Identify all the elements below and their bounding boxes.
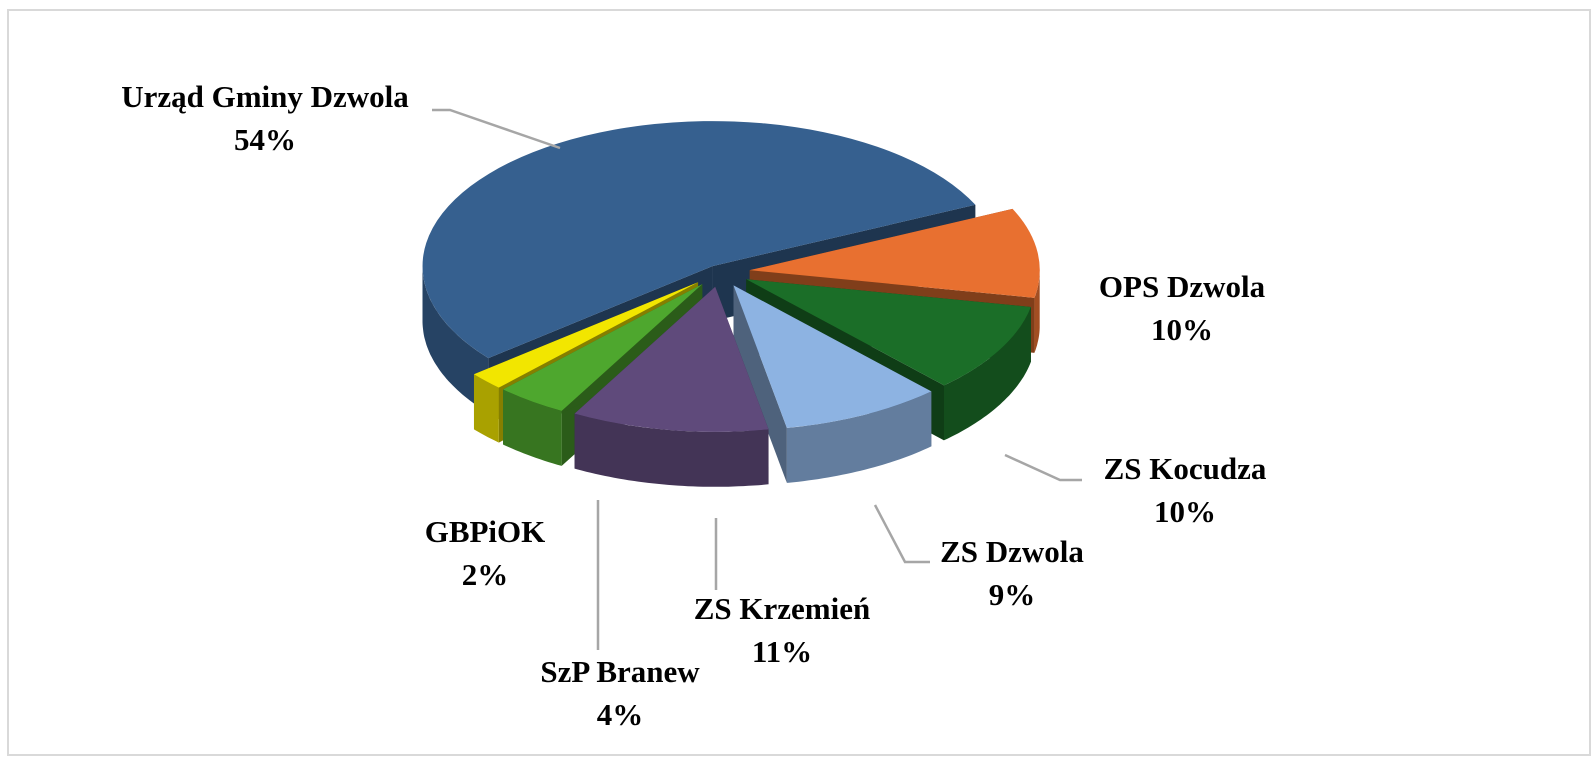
data-label-name: Urząd Gminy Dzwola — [121, 79, 409, 114]
leader-line — [432, 108, 561, 150]
slice-top — [473, 282, 699, 388]
slice-top — [746, 279, 1031, 386]
data-label-name: ZS Dzwola — [940, 534, 1084, 569]
slice-top — [733, 285, 932, 428]
data-label-value: 9% — [989, 577, 1036, 612]
slice-wall — [574, 413, 769, 487]
leader-line — [1004, 453, 1082, 482]
data-label-name: SzP Branew — [540, 654, 700, 689]
slice-top — [574, 286, 769, 432]
data-label-value: 54% — [234, 122, 296, 157]
data-label-name: ZS Krzemień — [694, 591, 871, 626]
slice-top — [422, 121, 976, 359]
data-label-value: 10% — [1154, 494, 1216, 529]
data-label-name: ZS Kocudza — [1104, 451, 1267, 486]
slice-top — [503, 284, 703, 411]
slice-wall — [1034, 272, 1040, 353]
slice-wall — [422, 267, 489, 414]
slice-wall — [786, 391, 932, 483]
pie-slice — [733, 285, 932, 483]
data-label-value: 4% — [597, 697, 644, 732]
slice-wall — [503, 389, 562, 466]
leader-line — [873, 504, 930, 564]
data-label-value: 2% — [462, 557, 509, 592]
slice-top — [749, 208, 1040, 298]
data-label-value: 11% — [752, 634, 812, 669]
slice-side — [733, 285, 787, 483]
slice-wall — [474, 374, 499, 443]
slice-wall — [944, 306, 1031, 441]
data-label-name: GBPiOK — [425, 514, 546, 549]
data-label-name: OPS Dzwola — [1099, 269, 1266, 304]
data-label-value: 10% — [1151, 312, 1213, 347]
pie-slice — [574, 286, 769, 487]
